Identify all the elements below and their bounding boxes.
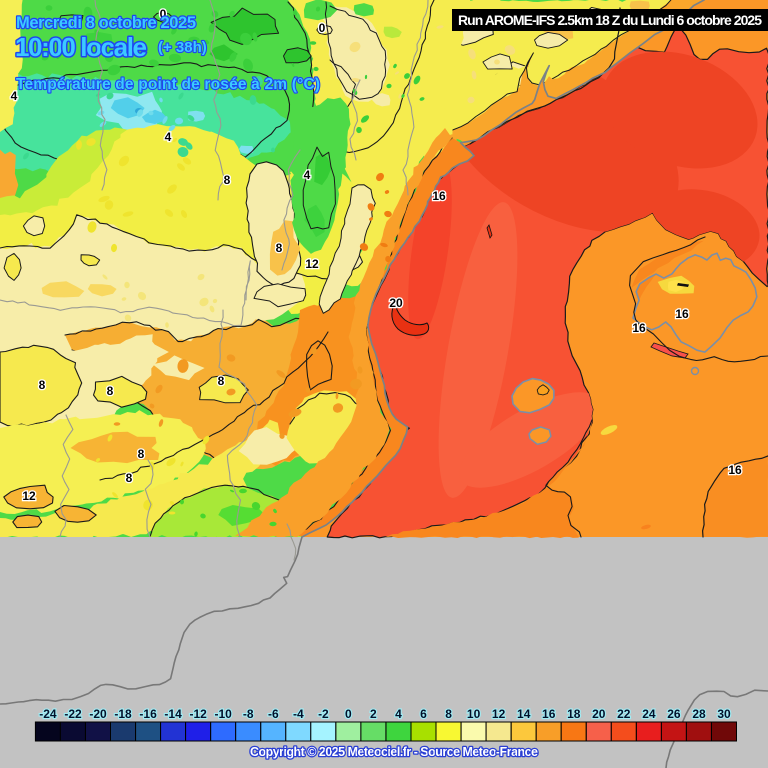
svg-text:28: 28 [692,707,706,721]
svg-text:0: 0 [345,707,352,721]
svg-text:-14: -14 [164,707,182,721]
svg-text:16: 16 [728,463,742,477]
svg-text:Mercredi 8 octobre 2025: Mercredi 8 octobre 2025 [16,14,196,32]
svg-text:30: 30 [717,707,731,721]
svg-text:-24: -24 [39,707,57,721]
svg-text:8: 8 [107,384,114,398]
svg-text:6: 6 [420,707,427,721]
svg-text:12: 12 [492,707,506,721]
svg-text:8: 8 [126,471,133,485]
svg-text:16: 16 [675,307,689,321]
svg-text:0: 0 [319,21,326,35]
svg-text:-20: -20 [89,707,107,721]
svg-text:-22: -22 [64,707,82,721]
svg-text:8: 8 [276,241,283,255]
svg-text:Run AROME-IFS 2.5km 18 Z du Lu: Run AROME-IFS 2.5km 18 Z du Lundi 6 octo… [458,12,762,28]
svg-text:4: 4 [11,89,18,103]
svg-text:16: 16 [432,189,446,203]
svg-text:2: 2 [370,707,377,721]
svg-text:Copyright © 2025 Meteociel.fr: Copyright © 2025 Meteociel.fr - Source M… [250,745,538,759]
svg-text:4: 4 [165,130,172,144]
svg-text:(+ 38h): (+ 38h) [158,39,207,56]
svg-text:-12: -12 [190,707,208,721]
svg-text:-8: -8 [243,707,254,721]
svg-text:-16: -16 [139,707,157,721]
svg-text:18: 18 [567,707,581,721]
svg-text:-4: -4 [293,707,304,721]
svg-text:22: 22 [617,707,631,721]
svg-text:20: 20 [592,707,606,721]
svg-text:12: 12 [22,489,36,503]
svg-text:24: 24 [642,707,656,721]
svg-text:10: 10 [467,707,481,721]
svg-text:-18: -18 [114,707,132,721]
svg-text:0: 0 [160,7,167,21]
svg-text:8: 8 [218,374,225,388]
svg-text:10:00 locale: 10:00 locale [15,32,147,62]
svg-text:20: 20 [389,296,403,310]
svg-text:14: 14 [517,707,531,721]
svg-text:-6: -6 [268,707,279,721]
svg-text:-2: -2 [318,707,329,721]
svg-text:Température de point de rosée: Température de point de rosée à 2m (°C) [16,76,320,93]
svg-text:26: 26 [667,707,681,721]
svg-text:4: 4 [304,168,311,182]
svg-text:8: 8 [224,173,231,187]
svg-text:16: 16 [542,707,556,721]
svg-text:-10: -10 [215,707,233,721]
svg-text:4: 4 [395,707,402,721]
svg-text:8: 8 [138,447,145,461]
svg-text:12: 12 [305,257,319,271]
svg-text:8: 8 [445,707,452,721]
svg-text:8: 8 [39,378,46,392]
svg-text:16: 16 [632,321,646,335]
